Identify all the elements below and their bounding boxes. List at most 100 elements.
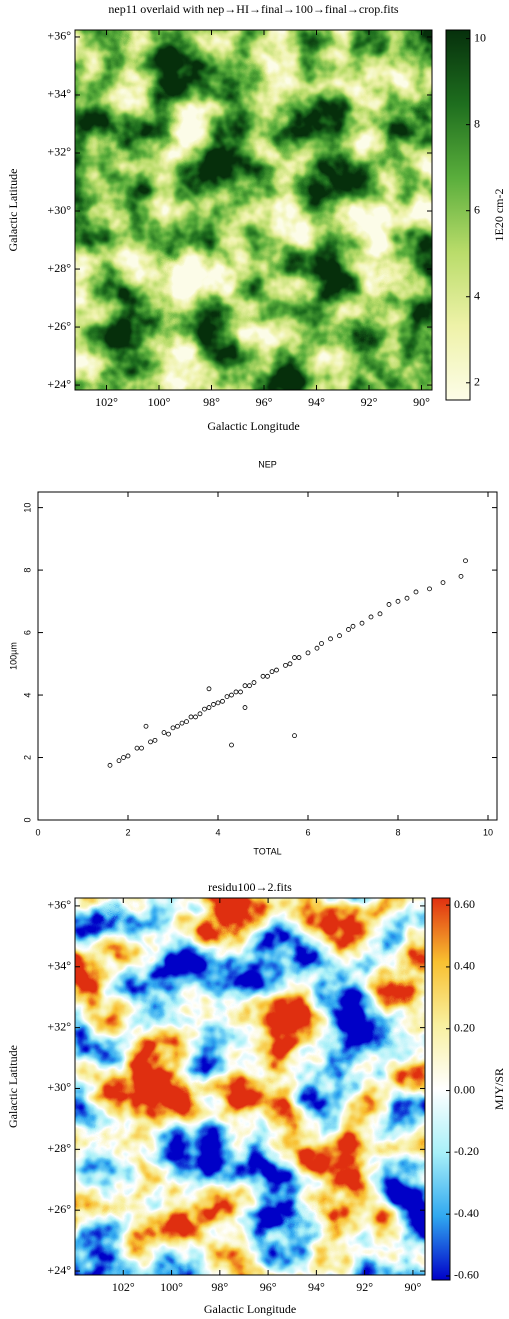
point — [463, 558, 468, 564]
colorbar-label: 1E20 cm-2 — [492, 189, 506, 242]
point — [283, 662, 288, 668]
point — [175, 723, 180, 729]
point — [287, 661, 293, 667]
point — [359, 620, 365, 626]
x-axis-label: TOTAL — [253, 846, 281, 856]
point — [152, 737, 158, 743]
map-image — [75, 30, 432, 390]
x-tick-label: 92° — [356, 1280, 373, 1294]
point — [202, 706, 207, 712]
y-tick-label: +32° — [47, 1019, 71, 1033]
x-tick-label: 100° — [148, 395, 171, 409]
chart-title: residu100→2.fits — [208, 880, 292, 894]
point — [274, 667, 279, 673]
point — [440, 580, 446, 585]
point — [350, 623, 356, 629]
y-tick-label: 0 — [22, 817, 32, 822]
point — [170, 725, 176, 731]
y-tick-label: +30° — [47, 203, 71, 217]
point — [206, 705, 212, 710]
chart-title: nep11 overlaid with nep→HI→final→100→fin… — [108, 2, 398, 16]
point — [395, 598, 401, 604]
y-axis-label: Galactic Latitude — [6, 1045, 20, 1128]
point — [139, 745, 144, 751]
y-tick-label: 4 — [22, 693, 32, 698]
colorbar-tick-label: 8 — [474, 116, 480, 130]
point — [148, 739, 153, 745]
point — [346, 627, 351, 632]
x-axis-label: Galactic Longitude — [207, 419, 299, 433]
point — [229, 692, 234, 698]
y-tick-label: +28° — [47, 261, 71, 275]
x-tick-label: 96° — [260, 1280, 277, 1294]
y-tick-label: +34° — [47, 87, 71, 101]
point — [251, 680, 257, 685]
x-tick-label: 98° — [203, 395, 220, 409]
x-tick-label: 8 — [395, 827, 400, 837]
point — [260, 673, 266, 679]
frame — [37, 491, 498, 821]
point — [224, 694, 230, 700]
point — [413, 589, 419, 595]
point — [386, 602, 392, 607]
point — [328, 636, 333, 642]
point — [458, 573, 464, 579]
colorbar-tick-label: 10 — [474, 30, 486, 44]
y-tick-label: +26° — [47, 319, 71, 333]
x-tick-label: 10 — [483, 827, 493, 837]
frame — [74, 897, 426, 1276]
point — [179, 720, 185, 726]
point — [143, 723, 149, 729]
colorbar-tick-label: 2 — [474, 375, 480, 389]
y-tick-label: +32° — [47, 145, 71, 159]
point — [233, 689, 239, 695]
point — [296, 655, 302, 660]
x-tick-label: 102° — [112, 1280, 135, 1294]
point — [184, 719, 189, 724]
point — [242, 705, 248, 710]
colorbar — [431, 897, 451, 1281]
y-tick-label: +24° — [47, 377, 71, 391]
colorbar-tick-label: 0.60 — [454, 897, 475, 911]
x-tick-label: 94° — [308, 395, 325, 409]
y-tick-label: 6 — [22, 630, 32, 635]
point — [377, 611, 383, 617]
x-tick-label: 6 — [305, 827, 310, 837]
point — [368, 614, 374, 620]
point — [211, 702, 216, 707]
chart-title: NEP — [258, 459, 277, 469]
point — [404, 595, 410, 601]
y-tick-label: +36° — [47, 29, 71, 43]
point — [247, 683, 252, 689]
point — [337, 633, 342, 639]
point — [427, 586, 432, 592]
point — [314, 645, 320, 651]
colorbar-tick-label: 0.40 — [454, 959, 475, 973]
map-image — [75, 898, 425, 1275]
y-axis-label: 100µm — [8, 642, 18, 670]
x-tick-label: 96° — [256, 395, 273, 409]
colorbar-tick-label: 6 — [474, 202, 480, 216]
point — [242, 683, 248, 689]
y-tick-label: +34° — [47, 959, 71, 973]
x-tick-label: 90° — [405, 1280, 422, 1294]
point — [197, 711, 203, 717]
point — [215, 700, 221, 706]
point — [206, 686, 212, 692]
x-tick-label: 102° — [95, 395, 118, 409]
y-axis-label: Galactic Latitude — [6, 169, 20, 252]
point — [265, 673, 270, 679]
point — [116, 758, 122, 764]
x-tick-label: 94° — [308, 1280, 325, 1294]
y-tick-label: +28° — [47, 1141, 71, 1155]
y-tick-label: +36° — [47, 898, 71, 912]
point — [292, 655, 297, 660]
colorbar-tick-label: -0.40 — [454, 1206, 479, 1220]
point — [229, 742, 234, 748]
point — [292, 733, 297, 739]
point — [121, 755, 126, 760]
point — [193, 714, 198, 720]
x-tick-label: 98° — [211, 1280, 228, 1294]
y-tick-label: 10 — [22, 503, 32, 513]
